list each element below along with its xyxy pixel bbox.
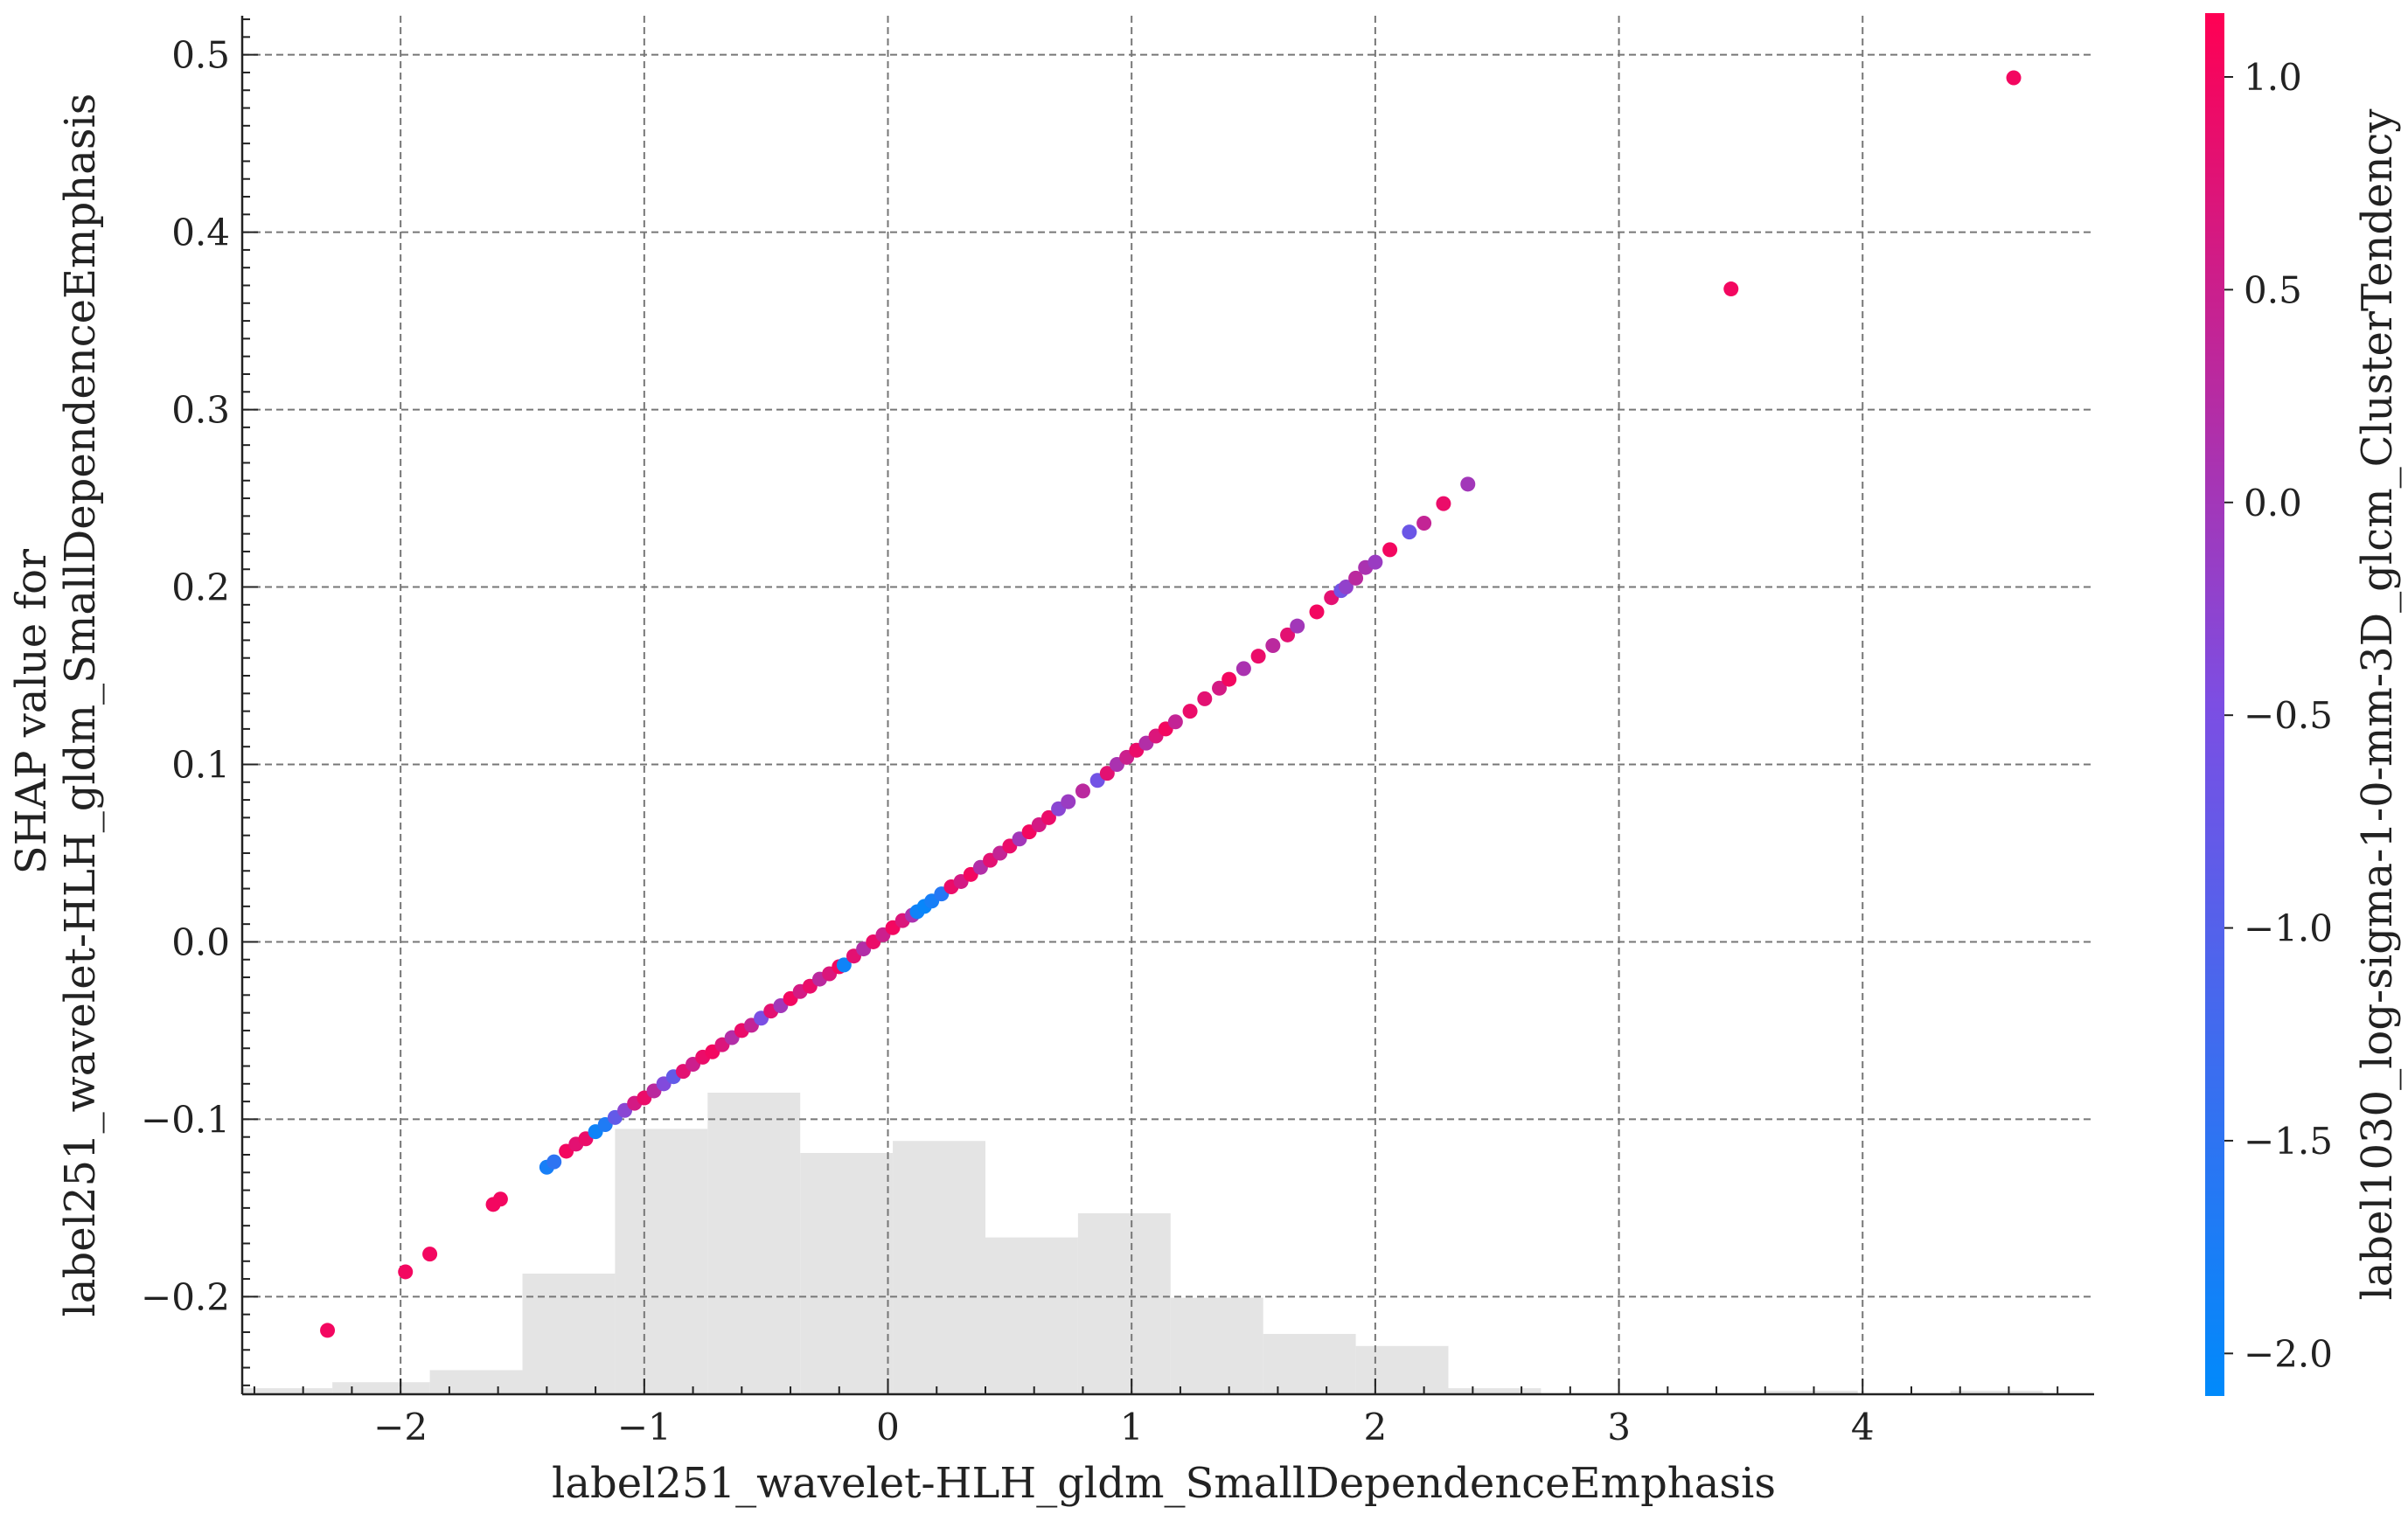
scatter-point <box>1402 524 1417 540</box>
scatter-point <box>2006 70 2022 86</box>
scatter-point <box>1290 618 1305 634</box>
colorbar-tick-label: −0.5 <box>2244 694 2333 737</box>
scatter-point <box>1212 680 1228 696</box>
histogram-bar <box>800 1153 894 1394</box>
y-tick-label: 0.2 <box>171 566 230 609</box>
scatter-point <box>1221 671 1237 687</box>
feature-histogram <box>242 1093 2043 1394</box>
colorbar-label: label1030_log-sigma-1-0-mm-3D_glcm_Clust… <box>2353 108 2402 1300</box>
y-axis-title: SHAP value for label251_wavelet-HLH_gldm… <box>7 94 105 1317</box>
histogram-bar <box>985 1237 1078 1394</box>
scatter-point <box>1382 542 1398 558</box>
scatter-point <box>1416 515 1432 531</box>
plot-axes <box>240 16 2094 1396</box>
grid-lines <box>242 16 2094 1394</box>
histogram-bar <box>707 1093 801 1394</box>
scatter-point <box>836 957 852 973</box>
scatter-point <box>1280 627 1296 642</box>
scatter-point <box>492 1191 508 1207</box>
y-tick-label: 0.5 <box>171 34 230 77</box>
histogram-bar <box>893 1141 985 1394</box>
histogram-bar <box>615 1129 708 1394</box>
scatter-point <box>546 1154 562 1170</box>
colorbar-tick-label: −2.0 <box>2244 1332 2333 1375</box>
y-tick-label: 0.1 <box>171 743 230 786</box>
histogram-bar <box>1263 1334 1356 1394</box>
scatter-point <box>398 1264 414 1280</box>
x-tick-label: 3 <box>1607 1406 1631 1448</box>
histogram-bar <box>1170 1297 1263 1394</box>
x-axis-ticks: −2 −1 0 1 2 3 4 <box>253 1379 2059 1448</box>
y-axis-title-line-2: label251_wavelet-HLH_gldm_SmallDependenc… <box>56 94 105 1317</box>
histogram-bar <box>1355 1345 1449 1394</box>
scatter-point <box>1235 661 1251 677</box>
y-tick-label: 0.4 <box>171 212 230 254</box>
y-tick-label: 0.3 <box>171 389 230 432</box>
y-axis-ticks: −0.2 −0.1 0.0 0.1 0.2 0.3 0.4 0.5 <box>141 18 258 1386</box>
scatter-points <box>320 70 2022 1338</box>
colorbar: −2.0 −1.5 −1.0 −0.5 0.0 0.5 1.0 label1030_log-s… <box>2205 13 2402 1396</box>
y-tick-label: 0.0 <box>171 920 230 963</box>
scatter-point <box>1040 809 1056 825</box>
colorbar-gradient <box>2205 13 2224 1396</box>
scatter-point <box>1167 714 1183 730</box>
histogram-bar <box>429 1370 523 1394</box>
colorbar-tick-label: −1.0 <box>2244 907 2333 950</box>
scatter-point <box>1723 281 1739 297</box>
y-axis-title-line-1: SHAP value for <box>7 549 56 874</box>
x-tick-label: 1 <box>1120 1406 1144 1448</box>
histogram-bar <box>522 1274 616 1394</box>
x-axis-title: label251_wavelet-HLH_gldm_SmallDependenc… <box>552 1459 1776 1508</box>
scatter-point <box>1099 766 1115 781</box>
histogram-bar <box>1448 1388 1542 1394</box>
histogram-bar <box>1077 1213 1171 1394</box>
scatter-point <box>1250 649 1266 664</box>
colorbar-tick-label: 1.0 <box>2244 56 2302 99</box>
histogram-bar <box>1950 1390 2043 1394</box>
scatter-point <box>1460 476 1476 492</box>
histogram-bar <box>332 1382 430 1394</box>
scatter-point <box>1265 638 1281 654</box>
x-tick-label: −1 <box>617 1406 672 1448</box>
scatter-point <box>1436 496 1451 511</box>
histogram-bar <box>1764 1390 1858 1394</box>
histogram-bar <box>242 1388 333 1394</box>
scatter-point <box>1309 604 1325 620</box>
scatter-point <box>1197 691 1213 706</box>
colorbar-tick-label: 0.5 <box>2244 268 2302 311</box>
x-tick-label: −2 <box>373 1406 428 1448</box>
scatter-point <box>1368 554 1383 570</box>
colorbar-tick-label: −1.5 <box>2244 1120 2333 1163</box>
scatter-point <box>1182 704 1198 719</box>
scatter-point <box>1338 580 1354 595</box>
scatter-point <box>1075 783 1090 799</box>
scatter-point <box>422 1247 438 1262</box>
scatter-point <box>1348 570 1364 586</box>
y-tick-label: −0.2 <box>141 1275 230 1318</box>
y-tick-label: −0.1 <box>141 1098 230 1141</box>
colorbar-tick-label: 0.0 <box>2244 482 2302 524</box>
x-tick-label: 4 <box>1851 1406 1875 1448</box>
scatter-point <box>1061 794 1076 809</box>
scatter-point <box>320 1323 336 1338</box>
x-tick-label: 0 <box>876 1406 900 1448</box>
x-tick-label: 2 <box>1364 1406 1388 1448</box>
